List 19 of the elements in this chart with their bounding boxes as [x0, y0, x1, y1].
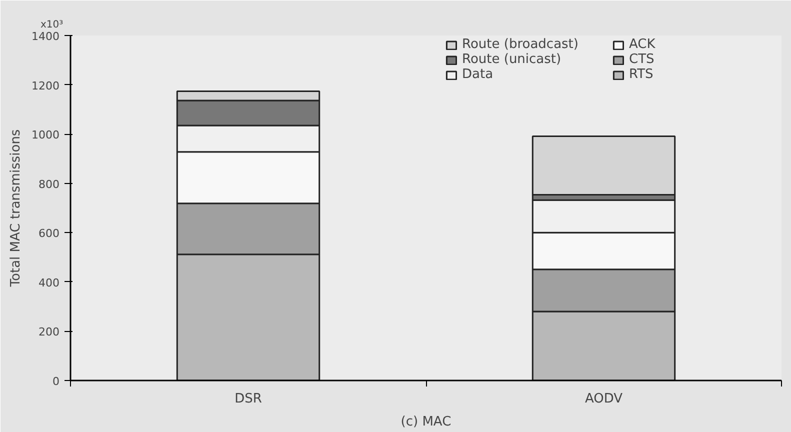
- legend-label: Route (unicast): [462, 52, 562, 67]
- y-tick-label: 1200: [32, 79, 60, 92]
- y-tick-label: 1400: [32, 30, 60, 43]
- y-tick-label: 600: [38, 227, 60, 240]
- y-axis-title: Total MAC transmissions: [8, 129, 24, 288]
- legend-label: CTS: [629, 52, 656, 67]
- text: x10³: [40, 20, 64, 30]
- legend-label: ACK: [629, 37, 656, 52]
- y-tick-label: 0: [52, 375, 60, 388]
- y-tick-label: 400: [38, 276, 60, 290]
- y-tick-label: 800: [38, 178, 60, 191]
- legend-label: Route (broadcast): [462, 37, 580, 52]
- x-tick-label: DSR: [234, 392, 262, 406]
- x-axis-title: (c) MAC: [400, 414, 452, 430]
- y-tick-label: 200: [38, 326, 60, 339]
- y-tick-label: 1000: [32, 128, 60, 142]
- legend-label: RTS: [629, 67, 654, 82]
- legend-label: Data: [462, 67, 494, 82]
- x-tick-label: AODV: [584, 392, 623, 406]
